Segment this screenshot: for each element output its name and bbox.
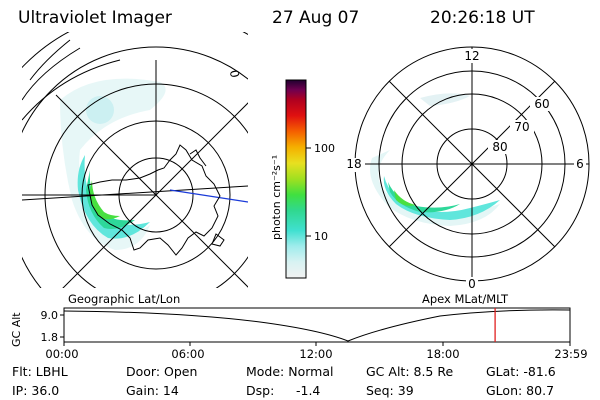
- altitude-curve: [63, 309, 571, 342]
- filter-info: Flt: LBHL: [12, 364, 68, 379]
- coast-detail: [189, 149, 207, 167]
- label-bg-70: [510, 120, 534, 134]
- label-bg-60: [530, 97, 554, 111]
- island-outline: [211, 233, 225, 247]
- colorbar-tick-label-100: 100: [314, 142, 335, 155]
- orbit-altitude-timeline: GC Alt 9.0 1.8 00:00 06:00 12:00 18:00 2…: [10, 307, 588, 361]
- antarctica-coastline: [87, 144, 221, 256]
- colorbar-tick-label-10: 10: [314, 230, 328, 243]
- label-bg-80: [488, 140, 512, 154]
- x-tick-0000: 00:00: [45, 347, 78, 361]
- right-panel-caption: Apex MLat/MLT: [422, 292, 509, 306]
- mlt-label-0: 0: [468, 277, 476, 291]
- dsp-label: Dsp:: [246, 383, 275, 398]
- instrument-title: Ultraviolet Imager: [18, 8, 172, 28]
- geographic-polar-plot: [22, 32, 248, 288]
- x-tick-1200: 12:00: [299, 347, 332, 361]
- dsp-value: -1.4: [296, 383, 321, 398]
- time-label: 20:26:18 UT: [430, 8, 535, 28]
- mlat-label-80: 80: [492, 140, 507, 154]
- label-bg-12: [464, 49, 480, 63]
- noon-midnight-line: [169, 189, 248, 203]
- mlat-label-70: 70: [514, 120, 529, 134]
- timeline-frame: [63, 307, 571, 343]
- seq-info: Seq: 39: [366, 383, 414, 398]
- y-tick-1-8: 1.8: [41, 331, 59, 344]
- label-bg-18: [343, 158, 365, 172]
- x-tick-2359: 23:59: [554, 347, 587, 361]
- timeline-y-label: GC Alt: [10, 312, 23, 347]
- label-bg-6: [574, 158, 586, 172]
- magnetic-polar-plot: 12 18 6 0 60 70 80: [343, 46, 590, 291]
- door-info: Door: Open: [126, 364, 198, 379]
- glon-info: GLon: 80.7: [486, 383, 555, 398]
- terminator-line: [22, 185, 248, 201]
- label-bg-0: [466, 277, 478, 290]
- meridian-lines-left: [22, 60, 248, 288]
- mlt-label-6: 6: [576, 157, 584, 171]
- mlt-meridians: [355, 47, 589, 281]
- y-tick-9: 9.0: [41, 309, 59, 322]
- colorbar: [285, 79, 307, 279]
- mode-info: Mode: Normal: [246, 364, 334, 379]
- mlat-label-60: 60: [534, 97, 549, 111]
- aurora-emission-left: [60, 78, 166, 250]
- ip-info: IP: 36.0: [12, 383, 60, 398]
- gc-alt-info: GC Alt: 8.5 Re: [366, 364, 454, 379]
- x-tick-0600: 06:00: [171, 347, 204, 361]
- left-corner-label: 0: [227, 69, 242, 79]
- date-label: 27 Aug 07: [272, 8, 360, 28]
- timeline-ticks: [60, 314, 571, 346]
- x-tick-1800: 18:00: [426, 347, 459, 361]
- mlt-label-12: 12: [464, 49, 479, 63]
- left-panel-caption: Geographic Lat/Lon: [68, 292, 180, 306]
- mlt-label-18: 18: [346, 157, 361, 171]
- glat-info: GLat: -81.6: [486, 364, 556, 379]
- gain-info: Gain: 14: [126, 383, 179, 398]
- outer-grid-arcs: [22, 39, 121, 121]
- colorbar-unit-label: photon cm⁻²s⁻¹: [270, 155, 283, 240]
